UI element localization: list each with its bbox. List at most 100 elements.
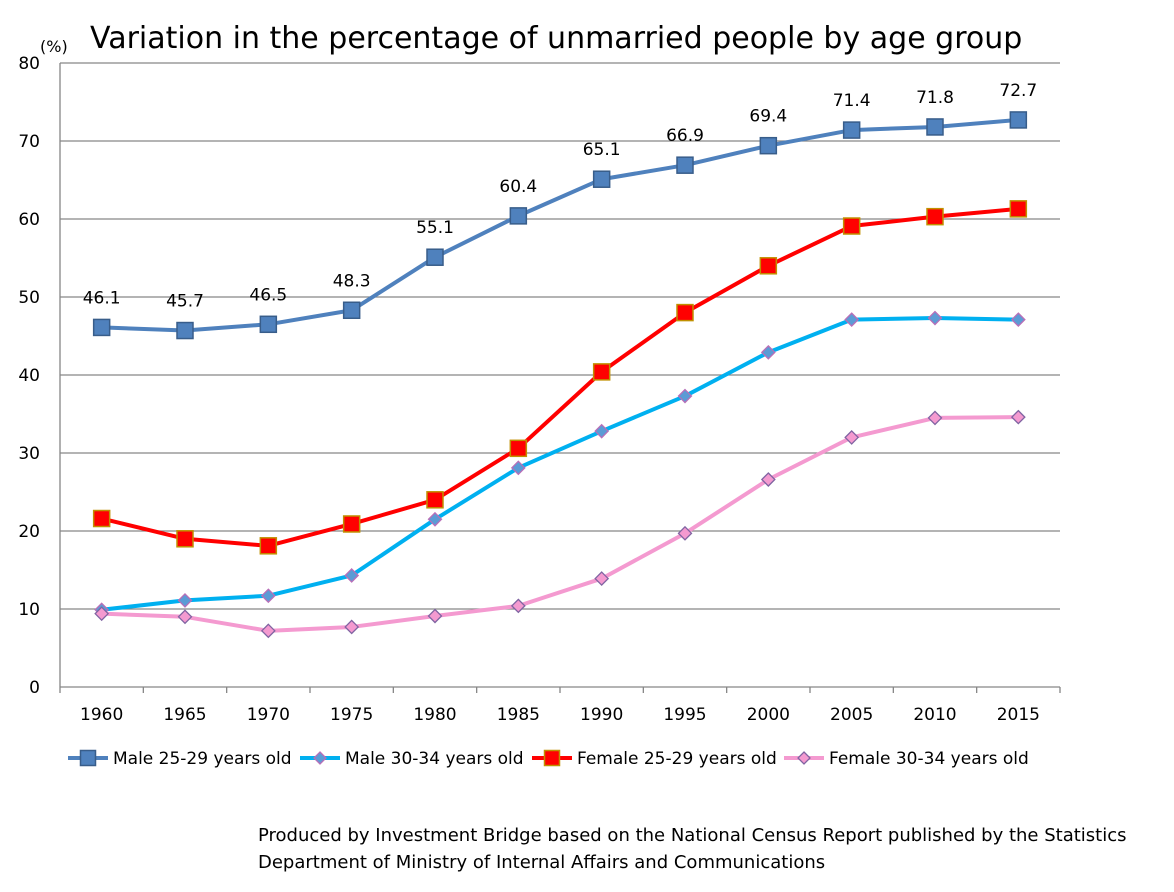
legend-label: Male 25-29 years old	[113, 749, 292, 769]
data-label-2010: 71.8	[916, 88, 954, 108]
x-tick-label-2010: 2010	[913, 705, 956, 725]
data-point	[510, 598, 526, 614]
data-point	[92, 318, 111, 337]
data-point	[1009, 111, 1028, 129]
data-point	[759, 257, 778, 275]
y-tick-label-80: 80	[18, 54, 40, 74]
x-tick-label-1975: 1975	[330, 705, 373, 725]
legend-label: Female 30-34 years old	[829, 749, 1029, 769]
data-point	[426, 491, 444, 509]
data-point	[177, 593, 193, 608]
gridlines	[60, 62, 1060, 610]
y-tick-label-70: 70	[18, 132, 40, 152]
data-point	[592, 363, 611, 381]
data-point	[1010, 312, 1026, 328]
data-point	[344, 619, 360, 635]
data-point	[510, 460, 526, 476]
data-label-2015: 72.7	[999, 81, 1037, 101]
series-1	[92, 111, 1028, 340]
data-point	[342, 301, 361, 320]
data-point	[427, 511, 443, 527]
legend-item-1: Male 25-29 years old	[68, 749, 292, 769]
x-tick-label-2005: 2005	[830, 705, 873, 725]
series-3	[92, 200, 1028, 555]
data-point	[1010, 409, 1026, 425]
chart-title: Variation in the percentage of unmarried…	[90, 21, 1022, 56]
series-group	[92, 111, 1028, 639]
data-point	[426, 248, 444, 266]
data-point	[427, 608, 443, 624]
data-point	[342, 515, 361, 533]
data-point	[259, 537, 278, 555]
x-tick-label-1980: 1980	[413, 705, 456, 725]
data-point	[594, 423, 610, 439]
data-label-1990: 65.1	[583, 140, 621, 160]
y-tick-label-10: 10	[18, 600, 40, 620]
x-tick-label-1990: 1990	[580, 705, 623, 725]
series-4	[94, 409, 1026, 639]
series-2	[94, 310, 1026, 618]
y-tick-label-50: 50	[18, 288, 40, 308]
data-labels: 46.1 45.7 46.5 48.3 55.1 60.4 65.1 66.9 69.4 71.4…	[83, 81, 1038, 312]
legend-label: Female 25-29 years old	[577, 749, 777, 769]
data-point	[844, 429, 860, 445]
data-point	[676, 303, 694, 322]
y-tick-label-30: 30	[18, 444, 40, 464]
data-point	[842, 217, 861, 235]
series-line-2	[99, 316, 1021, 612]
x-tick-label-1985: 1985	[497, 705, 540, 725]
data-point	[926, 207, 944, 226]
data-point	[844, 312, 860, 328]
legend-label: Male 30-34 years old	[345, 749, 524, 769]
data-label-2000: 69.4	[749, 107, 787, 127]
x-tick-label-1970: 1970	[247, 705, 290, 725]
data-point	[176, 321, 194, 340]
legend-marker	[543, 749, 561, 767]
data-point	[759, 136, 778, 155]
data-point	[260, 588, 276, 604]
data-point	[509, 207, 528, 225]
x-tick-label-1965: 1965	[163, 705, 206, 725]
data-label-1980: 55.1	[416, 218, 454, 238]
x-tick-label-1995: 1995	[663, 705, 706, 725]
data-point	[927, 310, 943, 326]
data-point	[842, 121, 861, 139]
y-tick-label-40: 40	[18, 366, 40, 386]
data-point	[344, 568, 360, 583]
data-point	[94, 606, 110, 622]
x-tick-label-2015: 2015	[997, 705, 1040, 725]
data-label-1960: 46.1	[83, 288, 121, 308]
data-point	[927, 410, 943, 426]
data-point	[760, 344, 776, 360]
data-label-1970: 46.5	[249, 285, 287, 305]
data-point	[509, 439, 528, 458]
y-tick-label-60: 60	[18, 210, 40, 230]
data-label-2005: 71.4	[833, 91, 871, 111]
data-point	[677, 525, 693, 541]
data-label-1985: 60.4	[499, 177, 537, 197]
legend-item-4: Female 30-34 years old	[784, 749, 1029, 769]
data-point	[92, 509, 111, 528]
legend-item-3: Female 25-29 years old	[532, 749, 777, 769]
data-point	[926, 118, 944, 136]
series-line-1	[99, 117, 1021, 333]
source-note-line-2: Department of Ministry of Internal Affai…	[258, 852, 826, 873]
series-line-3	[99, 206, 1021, 548]
source-note-line-1: Produced by Investment Bridge based on t…	[258, 825, 1127, 846]
data-label-1965: 45.7	[166, 292, 204, 312]
line-chart: Variation in the percentage of unmarried…	[18, 21, 1061, 769]
data-point	[760, 472, 776, 487]
axes: 0 10 20 30 40 50 60 70 80 1960 1965 1970 1975 1980 198…	[18, 54, 1061, 725]
y-tick-label-20: 20	[18, 522, 40, 542]
source-note: Produced by Investment Bridge based on t…	[258, 822, 1168, 876]
data-point	[177, 609, 193, 625]
data-point	[259, 315, 278, 334]
legend-marker	[313, 751, 327, 765]
x-tick-label-1960: 1960	[80, 705, 123, 725]
data-point	[676, 156, 694, 174]
x-tick-label-2000: 2000	[747, 705, 790, 725]
data-point	[176, 530, 194, 548]
legend-marker	[797, 751, 811, 765]
data-label-1995: 66.9	[666, 126, 704, 146]
